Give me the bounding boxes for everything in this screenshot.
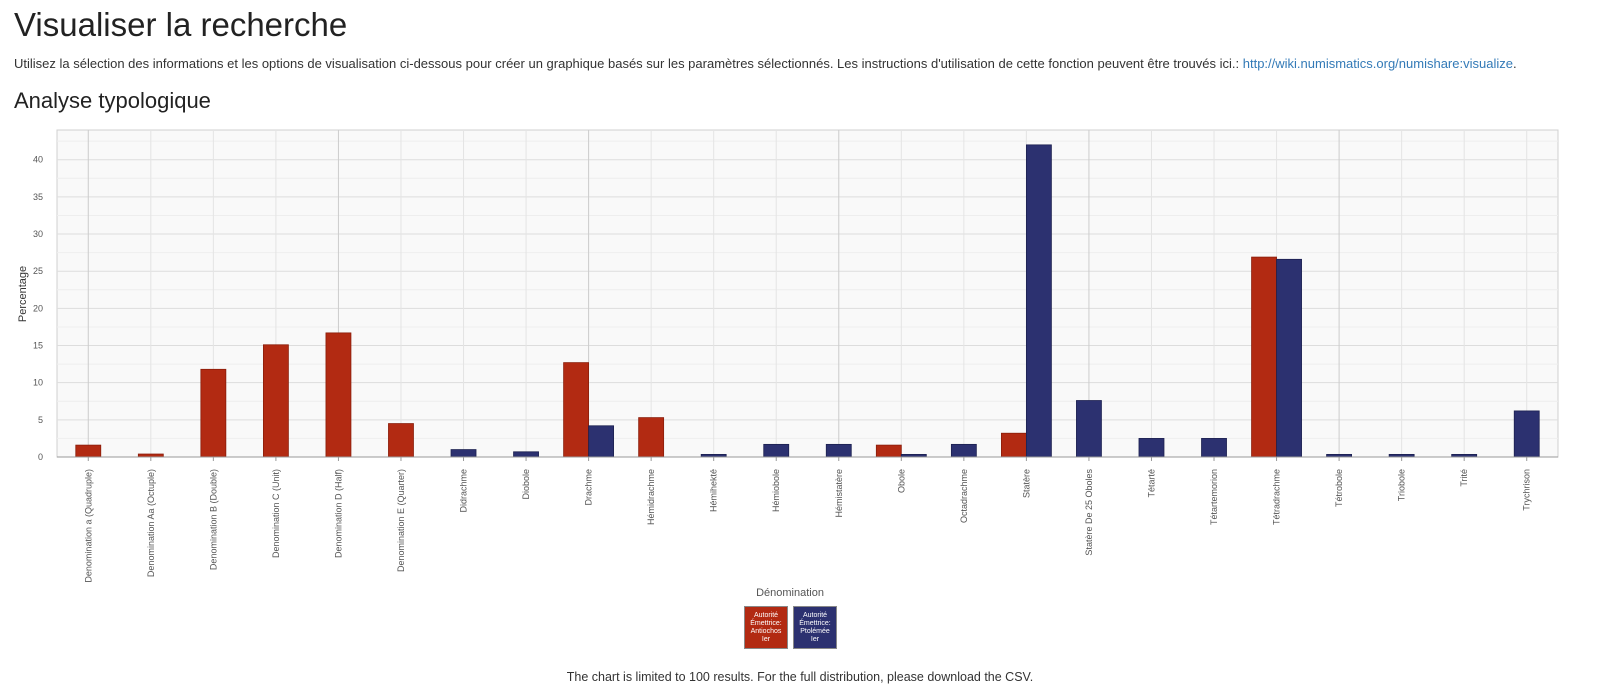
y-tick-label: 5 [38,415,43,425]
bar-ptolemee[interactable] [950,443,977,458]
bar-ptolemee[interactable] [588,425,615,458]
intro-text: Utilisez la sélection des informations e… [14,56,1517,71]
bar-antiochos[interactable] [388,423,414,458]
bar-antiochos[interactable] [563,362,590,458]
bar-antiochos[interactable] [875,444,902,458]
x-tick-label: Hémidrachme [646,469,656,525]
bar-antiochos[interactable] [1000,432,1027,458]
x-tick-label: Tétradrachme [1272,469,1282,525]
y-tick-label: 0 [38,452,43,462]
y-tick-label: 40 [33,155,43,165]
bar-ptolemee[interactable] [763,443,790,458]
x-tick-label: Statère [1021,469,1031,498]
legend-item-antiochos[interactable]: Autorité Émettrice: Antiochos Ier [744,606,788,649]
bar-ptolemee[interactable] [1513,410,1540,458]
x-tick-label: Tétartemorion [1209,469,1219,525]
chart-limit-note: The chart is limited to 100 results. For… [566,670,1034,684]
bar-antiochos[interactable] [638,417,665,458]
x-tick-label: Triobole [1397,469,1407,501]
y-axis: 0 5 10 15 20 25 30 35 40 [33,155,43,462]
bar-antiochos[interactable] [75,444,102,458]
x-tick-label: Trité [1459,469,1469,487]
legend-label-ptolemee: Autorité Émettrice: Ptolémée Ier [799,611,831,643]
plot-background [56,129,1559,458]
y-tick-label: 20 [33,303,43,313]
grid [57,130,1558,458]
x-tick-label: Obole [896,469,906,493]
x-tick-label: Statère De 25 Oboles [1084,469,1094,556]
bar-ptolemee[interactable] [1276,258,1302,458]
x-tick-label: Denomination a (Quadruple) [83,469,93,583]
x-tick-label: Hémistatère [834,469,844,518]
x-tick-label: Hémiobole [771,469,781,512]
x-tick-label: Denomination Aa (Octuple) [146,469,156,577]
x-tick-label: Drachme [584,469,594,506]
bar-antiochos[interactable] [325,332,352,458]
x-tick-label: Denomination E (Quarter) [396,469,406,572]
x-tick-label: Octadrachme [959,469,969,523]
section-title: Analyse typologique [14,88,211,113]
y-tick-label: 10 [33,378,43,388]
x-tick-label: Denomination C (Unit) [271,469,281,558]
x-tick-label: Didrachme [459,469,469,513]
x-tick-label: Denomination D (Half) [333,469,343,558]
x-tick-label: Tétrobole [1334,469,1344,507]
bar-ptolemee[interactable] [825,443,852,458]
y-axis-label: Percentage [17,266,29,322]
wiki-link[interactable]: http://wiki.numismatics.org/numishare:vi… [1242,56,1513,71]
bar-antiochos[interactable] [1251,256,1277,458]
bar-ptolemee[interactable] [1201,438,1227,458]
y-tick-label: 25 [33,266,43,276]
bar-chart: 0 5 10 15 20 25 30 35 40 Denomination a (Quadrup… [17,129,1559,599]
bar-ptolemee[interactable] [1076,400,1102,458]
bar-ptolemee[interactable] [1025,144,1052,458]
bar-antiochos[interactable] [200,368,227,458]
legend-label-antiochos: Autorité Émettrice: Antiochos Ier [750,611,782,643]
page-title: Visualiser la recherche [14,6,348,43]
x-tick-label: Denomination B (Double) [208,469,218,570]
x-axis-label: Dénomination [756,587,824,599]
x-axis: Denomination a (Quadruple) Denomination A… [57,456,1558,583]
x-tick-label: Tétarté [1146,469,1156,498]
x-tick-label: Hémihekté [709,469,719,512]
bar-ptolemee[interactable] [1138,438,1165,458]
bars [75,144,1540,458]
y-tick-label: 15 [33,341,43,351]
bar-antiochos[interactable] [262,344,289,458]
y-tick-label: 30 [33,229,43,239]
bar-ptolemee[interactable] [513,451,539,458]
intro-end: . [1512,56,1517,71]
bar-ptolemee[interactable] [450,449,477,458]
x-tick-label: Diobole [521,469,531,500]
legend-item-ptolemee[interactable]: Autorité Émettrice: Ptolémée Ier [793,606,837,649]
x-tick-label: Trychrison [1522,469,1532,511]
y-tick-label: 35 [33,192,43,202]
intro-sentence: Utilisez la sélection des informations e… [14,56,1243,71]
